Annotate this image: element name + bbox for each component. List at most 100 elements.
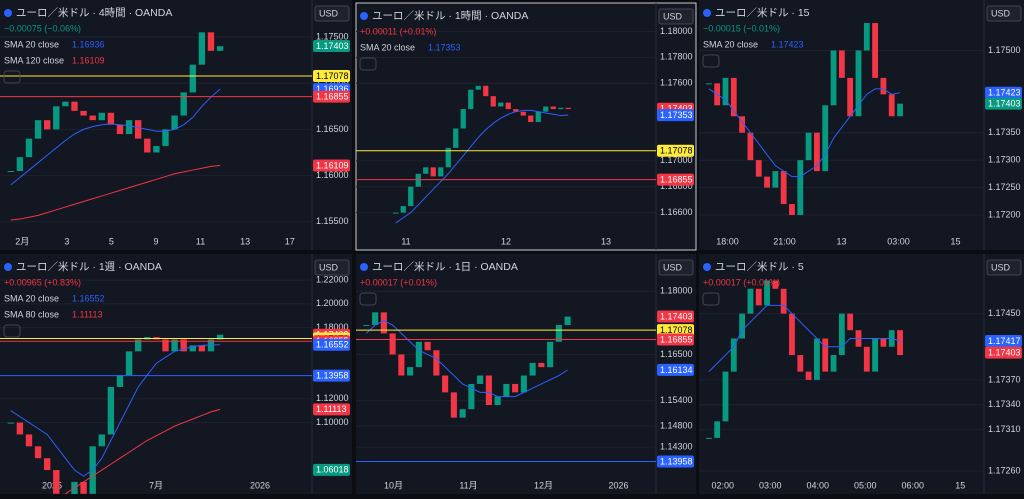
candle (433, 350, 439, 375)
candle (62, 102, 68, 107)
time-tick-label: 9 (153, 236, 158, 246)
candle (839, 314, 845, 355)
candle (789, 204, 795, 215)
price-tick-label: 1.17300 (988, 155, 1021, 165)
time-tick-label: 17 (285, 236, 295, 246)
candle (26, 139, 32, 157)
time-tick-label: 12月 (534, 480, 553, 490)
price-tick-label: 1.14800 (660, 420, 693, 430)
time-tick-label: 13 (240, 236, 250, 246)
price-tag-label: 1.13958 (660, 456, 693, 466)
price-tag-label: 1.16855 (316, 91, 349, 101)
panel-title[interactable]: ユーロ／米ドル · 1日 · OANDA (372, 260, 518, 273)
price-tick-label: 1.17310 (988, 424, 1021, 434)
panel-title[interactable]: ユーロ／米ドル · 1週 · OANDA (16, 260, 162, 273)
candle (17, 423, 23, 435)
candle (199, 32, 205, 64)
price-tick-label: 1.16500 (660, 349, 693, 359)
candle (217, 46, 223, 51)
price-tag-label: 1.06018 (316, 465, 349, 475)
candle (8, 171, 14, 172)
chart-panel[interactable]: 1.180001.178001.176001.170001.168001.166… (356, 3, 696, 250)
price-tag-label: 1.16109 (316, 160, 349, 170)
candle (822, 338, 828, 371)
price-tag-label: 1.16552 (316, 340, 349, 350)
candle (208, 32, 214, 50)
chart-panel[interactable]: 1.174501.173701.173401.173101.1726002:00… (699, 254, 1024, 494)
time-tick-label: 10月 (384, 480, 403, 490)
candle (889, 94, 895, 116)
currency-label[interactable]: USD (319, 262, 339, 272)
panel-title[interactable]: ユーロ／米ドル · 15 (715, 6, 810, 19)
panel-background (356, 254, 696, 494)
candle (551, 107, 556, 110)
time-tick-label: 18:00 (716, 236, 739, 246)
chart-panel[interactable]: 1.175001.173501.173001.172501.1720018:00… (699, 0, 1024, 250)
time-tick-label: 02:00 (711, 480, 734, 490)
candle (781, 289, 787, 314)
panel-title[interactable]: ユーロ／米ドル · 5 (715, 260, 804, 273)
candle (35, 120, 41, 138)
price-change: +0.00017 (+0.01%) (360, 277, 437, 287)
price-tick-label: 1.15400 (660, 395, 693, 405)
time-tick-label: 12 (501, 236, 511, 246)
candle (461, 109, 466, 128)
time-tick-label: 2026 (250, 480, 270, 490)
currency-label[interactable]: USD (991, 8, 1011, 18)
candle (789, 314, 795, 355)
candle (714, 421, 720, 438)
symbol-icon (4, 263, 12, 271)
candle (483, 86, 488, 96)
candle (468, 90, 473, 109)
time-tick-label: 2026 (608, 480, 628, 490)
price-tick-label: 1.17800 (660, 52, 693, 62)
currency-label[interactable]: USD (663, 262, 683, 272)
candle (512, 384, 518, 392)
candle (831, 50, 837, 105)
candle (390, 333, 396, 354)
candle (764, 177, 770, 188)
currency-label[interactable]: USD (991, 262, 1011, 272)
price-tick-label: 1.16500 (316, 124, 349, 134)
candle (108, 387, 114, 434)
candle (53, 106, 59, 129)
price-tick-label: 1.17350 (988, 127, 1021, 137)
price-tag-label: 1.17403 (988, 347, 1021, 357)
panel-title[interactable]: ユーロ／米ドル · 1時間 · OANDA (372, 9, 528, 22)
candle (144, 139, 150, 153)
time-tick-label: 5 (109, 236, 114, 246)
symbol-icon (703, 263, 711, 271)
price-tag-label: 1.17417 (988, 336, 1021, 346)
candle (530, 363, 536, 376)
price-tag-label: 1.17078 (660, 146, 693, 156)
indicator-name: SMA 20 close (360, 42, 415, 52)
candle (431, 167, 436, 176)
price-change: +0.00965 (+0.83%) (4, 277, 81, 287)
candle (363, 325, 369, 326)
time-tick-label: 13 (836, 236, 846, 246)
time-tick-label: 13 (601, 236, 611, 246)
candle (723, 372, 729, 422)
panel-title[interactable]: ユーロ／米ドル · 4時間 · OANDA (16, 6, 172, 19)
candle (425, 342, 431, 350)
time-tick-label: 11 (401, 236, 410, 246)
candle (565, 317, 571, 325)
indicator-value: 1.17353 (428, 42, 461, 52)
price-tag-label: 1.17403 (988, 99, 1021, 109)
candle (536, 112, 541, 122)
candle (503, 384, 509, 397)
candle (416, 174, 421, 187)
price-tick-label: 1.17200 (988, 209, 1021, 219)
candle (706, 83, 712, 84)
candle (881, 338, 887, 346)
candle (872, 338, 878, 371)
price-tick-label: 1.17250 (988, 182, 1021, 192)
currency-label[interactable]: USD (319, 8, 339, 18)
candle (153, 146, 159, 152)
time-tick-label: 2月 (15, 236, 29, 246)
indicator-name: SMA 80 close (4, 309, 59, 319)
currency-label[interactable]: USD (663, 11, 683, 21)
